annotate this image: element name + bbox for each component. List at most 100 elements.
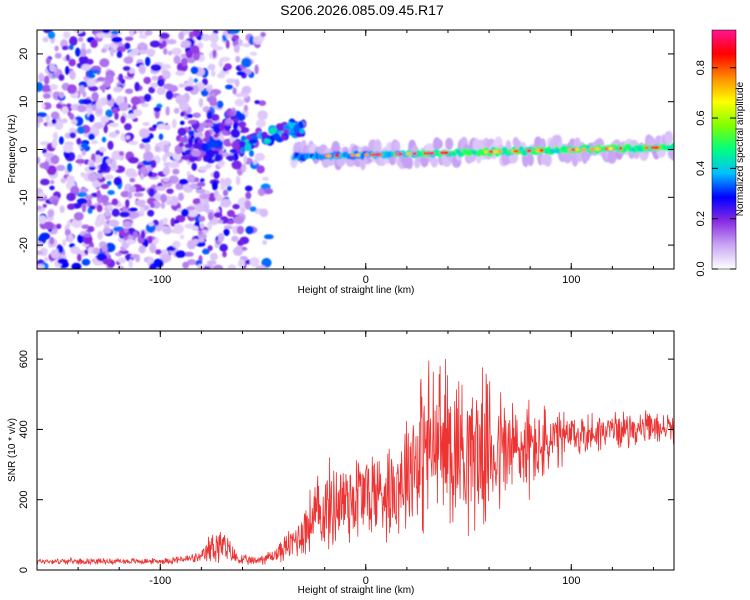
heatmap-signal-peak (653, 146, 659, 150)
heatmap-noise-cell (231, 235, 239, 242)
heatmap-noise-cell (61, 106, 69, 115)
colorbar-label: Normalized spectral amplitude (735, 81, 746, 216)
heatmap-noise-cell (116, 46, 126, 53)
heatmap-signal-peak (567, 148, 572, 152)
heatmap-noise-cell (81, 149, 86, 156)
heatmap-noise-cell (100, 183, 110, 190)
heatmap-transition-cell (246, 134, 252, 141)
heatmap-noise-cell (236, 113, 246, 122)
heatmap-signal-peak (429, 151, 435, 155)
heatmap-noise-cell (141, 137, 151, 143)
heatmap-signal-peak (334, 154, 340, 158)
heatmap-noise-cell (202, 248, 210, 255)
heatmap-noise-cell (223, 228, 230, 236)
heatmap-noise-cell (138, 34, 148, 39)
heatmap-noise-cell (223, 225, 233, 230)
heatmap-noise-cell (76, 192, 88, 198)
heatmap-noise-cell (233, 216, 245, 225)
heatmap-noise-cell (59, 205, 65, 214)
heatmap-noise-cell (148, 221, 155, 227)
heatmap-noise-cell (232, 34, 240, 41)
heatmap-transition-cell (244, 144, 251, 152)
heatmap-noise-cell (143, 151, 154, 162)
heatmap-noise-cell (69, 70, 76, 81)
heatmap-noise-cell (226, 78, 237, 84)
heatmap-y-tick-label: 20 (18, 48, 30, 60)
heatmap-noise-cell (232, 246, 244, 256)
heatmap-noise-cell (226, 209, 236, 218)
heatmap-noise-cell (175, 70, 186, 76)
heatmap-signal-peak (527, 149, 532, 153)
heatmap-noise-cell (89, 205, 96, 210)
heatmap-noise-cell (81, 258, 91, 266)
heatmap-noise-cell (71, 262, 82, 269)
heatmap-noise-cell (245, 226, 254, 235)
heatmap-noise-cell (77, 126, 85, 134)
heatmap-noise-cell (234, 98, 245, 107)
heatmap-noise-cell (90, 162, 95, 168)
heatmap-noise-cell (37, 122, 41, 129)
heatmap-noise-cell (108, 131, 118, 138)
heatmap-noise-cell (69, 113, 75, 120)
heatmap-signal-peak (355, 153, 360, 157)
heatmap-noise-cell (257, 110, 268, 120)
snr-x-tick-label: 100 (562, 575, 580, 587)
heatmap-noise-cell (45, 57, 51, 65)
heatmap-noise-cell (192, 198, 203, 205)
heatmap-noise-cell (66, 175, 75, 184)
heatmap-noise-cell (218, 59, 224, 68)
heatmap-noise-cell (185, 50, 193, 59)
snr-series-line (37, 359, 674, 566)
heatmap-noise-cell (50, 111, 60, 120)
heatmap-noise-cell (148, 86, 156, 94)
heatmap-noise-cell (37, 81, 43, 92)
heatmap-noise-cell (125, 88, 134, 94)
heatmap-noise-cell (97, 230, 103, 240)
colorbar: 0.0 0.2 0.4 0.6 0.8 Normalized spectral ampl… (695, 29, 746, 277)
heatmap-noise-cell (81, 224, 90, 229)
heatmap-noise-cell (49, 236, 55, 245)
heatmap-noise-cell (88, 133, 95, 140)
heatmap-noise-cell (81, 98, 93, 105)
heatmap-noise-cell (88, 85, 99, 92)
heatmap-noise-cell (162, 166, 170, 176)
heatmap-noise-cell (144, 30, 153, 36)
heatmap-noise-cell (224, 63, 232, 71)
heatmap-noise-cell (75, 47, 81, 57)
heatmap-signal-peak (443, 151, 449, 155)
colorbar-tick-label: 0.2 (695, 211, 707, 226)
heatmap-noise-cell (191, 162, 197, 171)
heatmap-signal-halo (607, 149, 617, 164)
heatmap-noise-cell (37, 250, 44, 256)
heatmap-noise-cell (188, 76, 194, 86)
heatmap-noise-cell (111, 36, 123, 43)
heatmap-noise-cell (186, 206, 196, 211)
heatmap-noise-cell (66, 192, 76, 202)
heatmap-noise-cell (45, 114, 51, 123)
heatmap-noise-cell (115, 252, 122, 257)
heatmap-noise-cell (249, 35, 254, 45)
heatmap-noise-cell (255, 119, 267, 128)
heatmap-noise-cell (178, 179, 189, 185)
heatmap-noise-cell (50, 249, 60, 259)
heatmap-cluster-cell (178, 142, 185, 148)
heatmap-noise-cell (187, 174, 196, 183)
heatmap-cluster-cell (186, 113, 194, 119)
heatmap-transition-cell (260, 131, 268, 139)
heatmap-noise-cell (125, 199, 130, 208)
heatmap-noise-cell (140, 230, 146, 239)
heatmap-noise-cell (90, 39, 98, 48)
heatmap-signal-peak (398, 152, 403, 156)
heatmap-signal-cell (670, 142, 674, 149)
heatmap-noise-cell (118, 102, 129, 112)
heatmap-noise-cell (217, 232, 225, 243)
heatmap-noise-cell (113, 176, 122, 186)
heatmap-signal-halo (394, 140, 401, 154)
heatmap-noise-cell (235, 55, 241, 63)
heatmap-noise-cell (37, 112, 48, 118)
heatmap-cluster-cell (188, 131, 195, 136)
heatmap-noise-cell (144, 143, 151, 153)
colorbar-ticks: 0.0 0.2 0.4 0.6 0.8 (695, 60, 736, 277)
heatmap-noise-cell (110, 47, 115, 57)
heatmap-noise-cell (166, 188, 174, 194)
